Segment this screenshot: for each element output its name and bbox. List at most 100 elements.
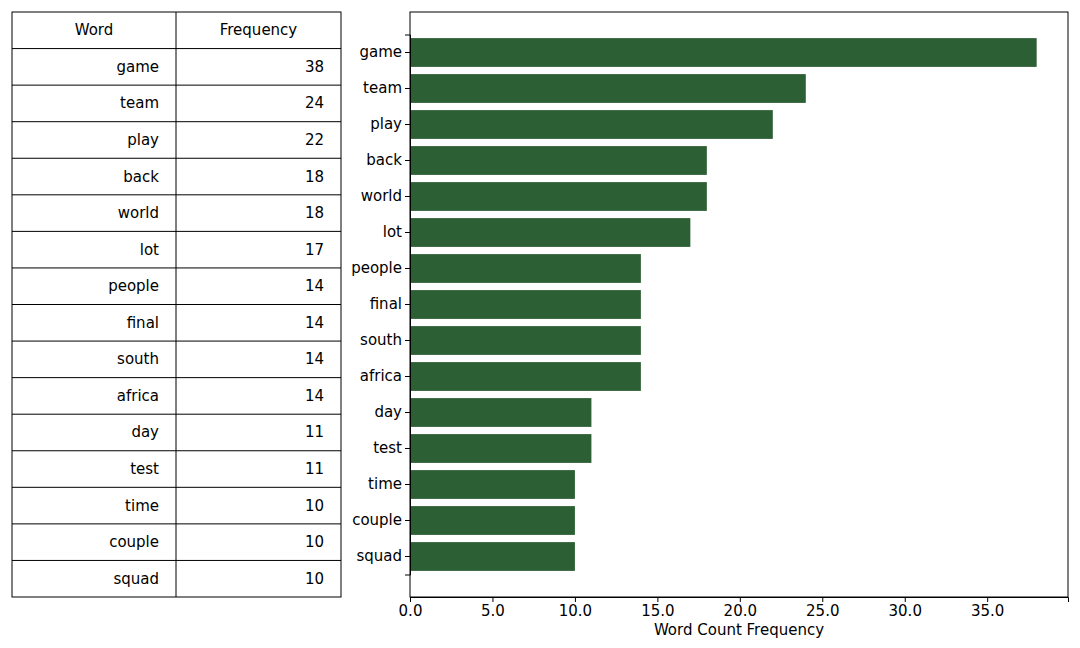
- tick-label: squad: [356, 547, 402, 565]
- bar: [410, 542, 575, 571]
- tick-label: world: [361, 187, 402, 205]
- bar: [410, 74, 806, 103]
- axis-title: Word Count Frequency: [654, 621, 824, 639]
- tick: 15.0: [641, 597, 674, 620]
- tick-mark: [405, 268, 410, 269]
- table-cell: 14: [305, 387, 324, 405]
- bars: [410, 38, 1037, 571]
- plot-frame: [410, 12, 1068, 597]
- table-cell: squad: [113, 570, 159, 588]
- table-cell: 10: [305, 533, 324, 551]
- bar: [410, 254, 641, 283]
- table-cell: 14: [305, 277, 324, 295]
- tick: test: [373, 439, 410, 457]
- table-cell: day: [131, 423, 159, 441]
- tick-mark: [405, 88, 410, 89]
- tick: couple: [352, 511, 410, 529]
- tick-label: day: [374, 403, 402, 421]
- tick-label: lot: [383, 223, 402, 241]
- tick: 5.0: [481, 597, 505, 620]
- tick-label: 15.0: [641, 602, 674, 620]
- table-cell: 11: [305, 423, 324, 441]
- table-cell: people: [108, 277, 159, 295]
- tick: 30.0: [889, 597, 922, 620]
- tick-mark: [405, 412, 410, 413]
- tick: squad: [356, 547, 410, 565]
- category-axis: game team play back world lot people final south…: [351, 35, 410, 575]
- tick: 35.0: [971, 597, 1004, 620]
- tick: time: [368, 475, 410, 493]
- tick-label: 25.0: [806, 602, 839, 620]
- table: WordFrequencygame38team24play22back18wor…: [12, 12, 341, 597]
- tick-label: test: [373, 439, 402, 457]
- tick-mark: [405, 376, 410, 377]
- tick-label: 30.0: [889, 602, 922, 620]
- table-cell: 11: [305, 460, 324, 478]
- table-cell: lot: [140, 241, 159, 259]
- bar: [410, 470, 575, 499]
- tick-label: game: [359, 43, 402, 61]
- table-column-line: [176, 12, 177, 597]
- tick: lot: [383, 223, 410, 241]
- table-cell: 14: [305, 350, 324, 368]
- tick-mark: [405, 304, 410, 305]
- table-cell: test: [130, 460, 159, 478]
- table-cell: south: [117, 350, 159, 368]
- table-cell: team: [120, 94, 159, 112]
- figure: WordFrequencygame38team24play22back18wor…: [0, 0, 1080, 648]
- tick-mark: [405, 484, 410, 485]
- tick: team: [363, 79, 410, 97]
- tick-mark: [405, 124, 410, 125]
- tick-label: 10.0: [559, 602, 592, 620]
- tick: africa: [360, 367, 410, 385]
- table-frame: [12, 12, 341, 597]
- bar: [410, 398, 591, 427]
- table-cell: 38: [305, 58, 324, 76]
- tick-label: 0.0: [399, 602, 423, 620]
- table-cell: 10: [305, 570, 324, 588]
- table-cell: 10: [305, 497, 324, 515]
- tick-label: 5.0: [481, 602, 505, 620]
- bar: [410, 146, 707, 175]
- tick: 0.0: [399, 597, 423, 620]
- table-cell: africa: [117, 387, 159, 405]
- table-cell: play: [127, 131, 159, 149]
- tick-label: final: [370, 295, 402, 313]
- bar: [410, 218, 690, 247]
- tick-mark: [405, 556, 410, 557]
- bar: [410, 434, 591, 463]
- chart: 0.0 5.0 10.0 15.0 20.0 25.0 30.0 35.0 game team pl…: [351, 12, 1068, 639]
- tick-label: play: [370, 115, 402, 133]
- tick-label: africa: [360, 367, 402, 385]
- tick: 25.0: [806, 597, 839, 620]
- table-cell: 18: [305, 204, 324, 222]
- tick-label: south: [360, 331, 402, 349]
- table-cell: world: [118, 204, 159, 222]
- bar: [410, 182, 707, 211]
- table-cell: couple: [109, 533, 159, 551]
- tick: back: [366, 151, 410, 169]
- bar: [410, 110, 773, 139]
- tick-mark: [405, 232, 410, 233]
- tick-mark: [405, 160, 410, 161]
- table-cell: 22: [305, 131, 324, 149]
- table-cell: final: [127, 314, 159, 332]
- value-axis: 0.0 5.0 10.0 15.0 20.0 25.0 30.0 35.0: [399, 597, 1069, 620]
- tick-mark: [405, 448, 410, 449]
- bar: [410, 38, 1037, 67]
- table-cell: 17: [305, 241, 324, 259]
- tick-label: team: [363, 79, 402, 97]
- tick-label: back: [366, 151, 402, 169]
- tick: people: [351, 259, 410, 277]
- tick-label: couple: [352, 511, 402, 529]
- bar: [410, 290, 641, 319]
- table-cell: game: [116, 58, 159, 76]
- bar: [410, 506, 575, 535]
- tick-label: time: [368, 475, 402, 493]
- table-header: Word: [75, 21, 114, 39]
- tick: day: [374, 403, 410, 421]
- tick: world: [361, 187, 410, 205]
- tick: play: [370, 115, 410, 133]
- tick-label: people: [351, 259, 402, 277]
- tick: 20.0: [724, 597, 757, 620]
